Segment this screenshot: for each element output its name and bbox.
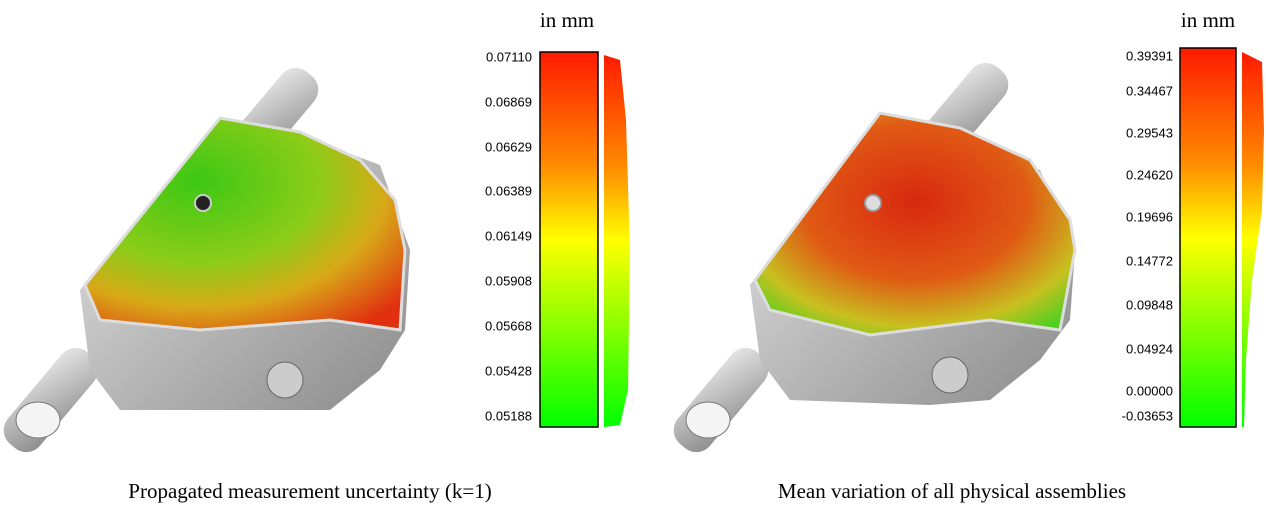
histogram: [604, 55, 630, 427]
unit-label: in mm: [540, 8, 594, 32]
figure: in mm in mm Propagated measurement uncer…: [0, 0, 1266, 508]
tick-label: 0.05908: [485, 273, 532, 288]
tick-label: 0.05668: [485, 318, 532, 333]
tick-label: 0.05188: [485, 408, 532, 423]
tick-label: 0.04924: [1126, 341, 1173, 356]
caption: Mean variation of all physical assemblie…: [778, 479, 1126, 503]
part-render: [666, 56, 1075, 460]
tick-label: 0.09848: [1126, 297, 1173, 312]
tick-label: 0.06869: [485, 94, 532, 109]
tick-label: 0.19696: [1126, 209, 1173, 224]
colorbar: [1180, 48, 1236, 427]
histogram: [1242, 52, 1264, 427]
tick-label: 0.34467: [1126, 83, 1173, 98]
colorbar: [540, 52, 598, 427]
tick-label: 0.05428: [485, 363, 532, 378]
tick-label: 0.39391: [1126, 48, 1173, 63]
tick-label: 0.24620: [1126, 167, 1173, 182]
tick-label: 0.29543: [1126, 125, 1173, 140]
tick-label: -0.03653: [1122, 408, 1173, 423]
tick-label: 0.06629: [485, 139, 532, 154]
tick-label: 0.06389: [485, 183, 532, 198]
tick-label: 0.07110: [486, 49, 532, 64]
unit-label: in mm: [1181, 8, 1235, 32]
caption: Propagated measurement uncertainty (k=1): [128, 479, 491, 503]
tick-label: 0.14772: [1126, 253, 1173, 268]
part-render: [0, 61, 410, 460]
tick-label: 0.00000: [1126, 383, 1173, 398]
tick-label: 0.06149: [485, 228, 532, 243]
